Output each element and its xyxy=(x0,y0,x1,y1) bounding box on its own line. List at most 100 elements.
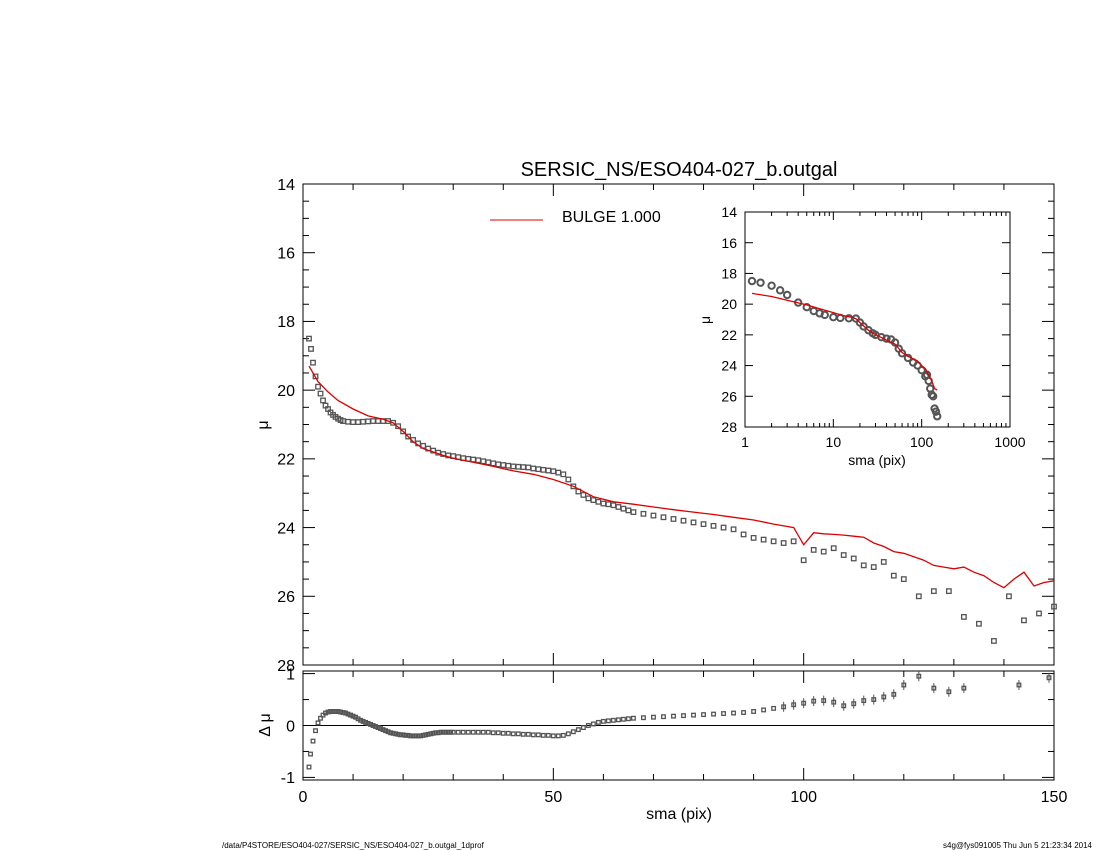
x-tick-label: 50 xyxy=(544,789,562,806)
inset-data-point xyxy=(928,392,938,401)
inset-x-tick-label: 1 xyxy=(741,434,749,450)
residual-point xyxy=(535,732,541,738)
data-point xyxy=(820,548,827,555)
footer-path: /data/P4STORE/ESO404-027/SERSIC_NS/ESO40… xyxy=(222,841,485,850)
data-point xyxy=(405,433,412,440)
residual-point xyxy=(368,722,374,727)
data-point xyxy=(550,468,557,475)
residual-point xyxy=(530,732,536,738)
residual-point xyxy=(781,704,787,710)
inset-data-point xyxy=(747,276,757,286)
residual-point xyxy=(383,728,389,734)
residual-point xyxy=(420,732,426,738)
residual-point xyxy=(428,731,434,737)
data-point xyxy=(310,359,316,366)
inset-data-point xyxy=(931,407,941,416)
data-point xyxy=(750,534,757,541)
data-point xyxy=(780,540,787,546)
residual-point xyxy=(500,730,506,736)
residual-point xyxy=(408,733,414,739)
data-point xyxy=(540,466,547,473)
residual-point xyxy=(360,718,366,724)
data-point xyxy=(395,423,402,430)
residual-point xyxy=(380,727,386,733)
data-point xyxy=(1051,603,1057,610)
residual-point xyxy=(475,729,481,735)
y-tick-label: 20 xyxy=(277,383,295,400)
inset-y-tick-label: 22 xyxy=(721,327,737,343)
data-point xyxy=(930,588,937,595)
x-axis-label: sma (pix) xyxy=(646,806,712,823)
data-point xyxy=(720,524,727,531)
data-point xyxy=(470,456,477,463)
data-point xyxy=(585,495,592,502)
y-tick-label: 26 xyxy=(277,589,295,606)
residual-point xyxy=(575,727,581,733)
residual-point xyxy=(630,715,636,721)
residual-point xyxy=(348,712,354,718)
residual-point xyxy=(335,709,341,714)
residual-point xyxy=(1016,682,1022,688)
residual-point xyxy=(555,733,561,739)
data-point xyxy=(840,552,847,558)
inset-data-point xyxy=(859,322,868,331)
residual-point xyxy=(721,711,727,717)
data-point xyxy=(915,593,922,600)
residual-point xyxy=(545,732,551,738)
residual-point xyxy=(861,698,867,704)
inset-data-point xyxy=(897,349,907,358)
data-point xyxy=(880,559,887,565)
residual-point xyxy=(400,732,406,738)
data-point xyxy=(595,498,602,505)
data-point xyxy=(545,467,552,474)
residual-point xyxy=(363,719,369,725)
data-point xyxy=(312,373,319,380)
residual-point xyxy=(565,731,571,737)
residual-point xyxy=(490,730,496,736)
residual-point xyxy=(961,685,967,691)
residual-y-tick-label: 0 xyxy=(286,718,295,735)
inset-data-point xyxy=(927,390,936,399)
residual-point xyxy=(313,728,318,734)
data-point xyxy=(690,519,697,526)
data-point xyxy=(670,516,677,522)
residual-point xyxy=(625,716,631,722)
residual-point xyxy=(505,730,511,736)
residual-point xyxy=(318,715,323,721)
residual-point xyxy=(343,710,349,716)
residual-point xyxy=(550,733,556,739)
residual-point xyxy=(681,713,686,719)
residual-point xyxy=(791,702,797,708)
residual-point xyxy=(358,717,364,723)
residual-point xyxy=(620,716,626,722)
residual-point xyxy=(413,733,419,739)
residual-point xyxy=(395,731,401,737)
inset-x-tick-label: 100 xyxy=(910,434,934,450)
data-point xyxy=(590,497,597,503)
residual-point xyxy=(430,730,436,736)
data-point xyxy=(850,555,857,562)
inset-data-point xyxy=(782,290,792,300)
residual-point xyxy=(851,701,857,707)
residual-point xyxy=(831,699,837,705)
data-point xyxy=(810,547,817,553)
residual-point xyxy=(315,720,321,726)
data-point xyxy=(740,531,747,538)
data-point xyxy=(345,418,351,425)
data-point xyxy=(730,526,737,533)
data-point xyxy=(355,419,361,425)
residual-point xyxy=(375,725,381,731)
data-point xyxy=(505,462,512,469)
inset-x-axis-label: sma (pix) xyxy=(848,452,906,468)
data-point xyxy=(315,383,321,390)
data-point xyxy=(570,483,577,490)
data-point xyxy=(555,469,562,476)
data-point xyxy=(605,501,612,508)
data-point xyxy=(610,502,617,509)
residual-point xyxy=(330,709,336,714)
residual-point xyxy=(410,733,416,739)
inset-model-line xyxy=(751,292,938,391)
residual-point xyxy=(560,732,566,738)
